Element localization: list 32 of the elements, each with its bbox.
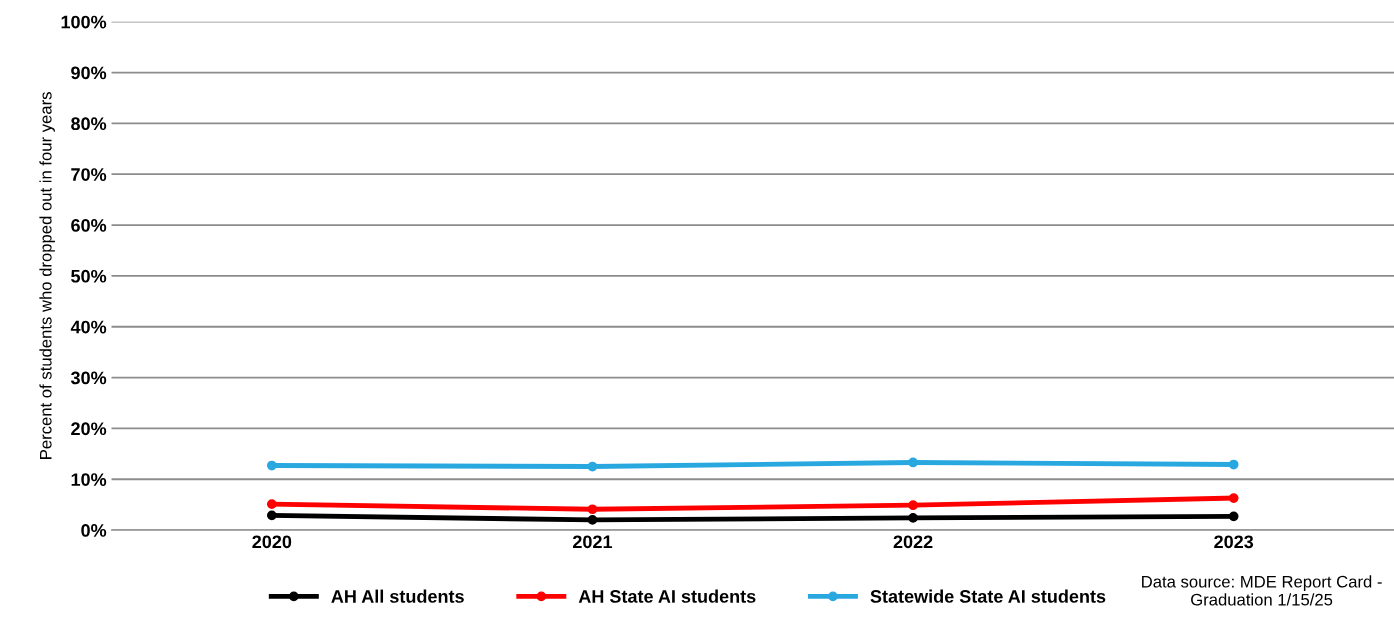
y-tick-label: 40% xyxy=(70,320,107,334)
y-tick-label: 50% xyxy=(71,269,107,283)
point xyxy=(1228,459,1239,470)
y-tick-label: 0% xyxy=(81,524,107,537)
point xyxy=(1228,511,1239,522)
point xyxy=(908,500,918,511)
legend-label: Statewide State AI students xyxy=(870,589,1106,603)
x-tick-label: 2022 xyxy=(893,535,933,549)
y-tick-label: 10% xyxy=(71,473,107,486)
point xyxy=(266,460,277,471)
point xyxy=(266,510,277,521)
x-tick-label: 2021 xyxy=(573,535,613,549)
point xyxy=(266,499,277,510)
y-tick-label: 90% xyxy=(71,66,107,80)
point xyxy=(908,513,918,523)
y-tick-label: 80% xyxy=(71,117,107,131)
point xyxy=(1228,493,1239,503)
point xyxy=(908,457,918,468)
y-axis-title: Percent of students who dropped out in four years xyxy=(39,92,55,459)
legend-label: AH State AI students xyxy=(578,589,756,603)
y-tick-label: 30% xyxy=(70,371,107,385)
x-tick-label: 2023 xyxy=(1214,535,1254,549)
point xyxy=(587,515,598,525)
point xyxy=(587,461,598,472)
y-tick-label: 60% xyxy=(71,218,107,232)
y-tick-label: 100% xyxy=(61,15,107,29)
legend-label: AH All students xyxy=(331,589,464,603)
source-note: Data source: MDE Report Card - Graduation 1/15/25 xyxy=(1142,575,1382,606)
x-tick-label: 2020 xyxy=(252,535,292,549)
point xyxy=(587,504,598,515)
y-tick-label: 20% xyxy=(71,422,107,436)
y-tick-label: 70% xyxy=(71,168,107,181)
